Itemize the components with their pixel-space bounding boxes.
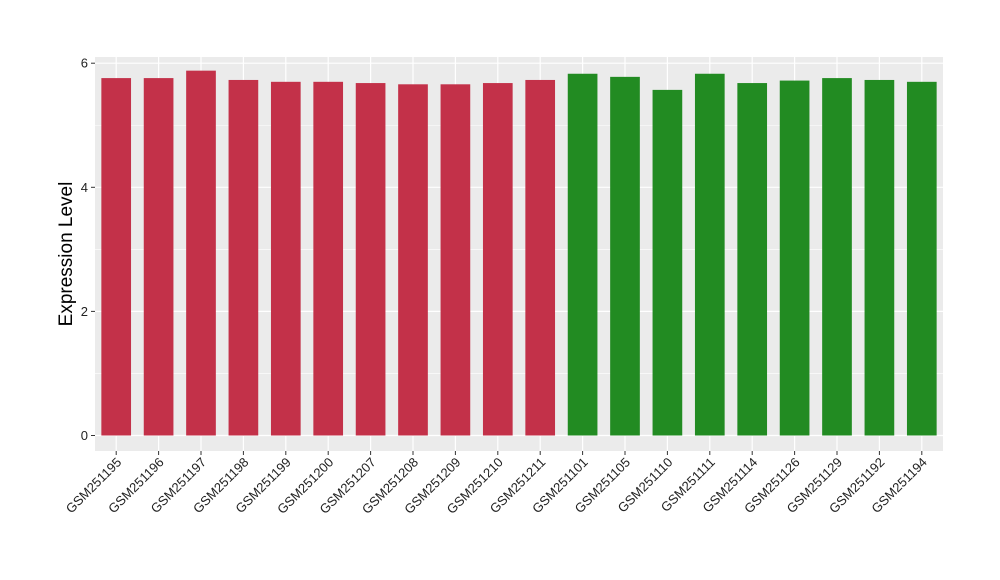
bar <box>101 78 132 436</box>
bar <box>186 70 216 436</box>
y-tick-label: 6 <box>81 56 88 71</box>
plot-panel <box>95 57 943 451</box>
bar <box>737 83 768 436</box>
y-tick-label: 4 <box>81 180 88 195</box>
bar <box>694 73 725 436</box>
bar <box>610 76 640 436</box>
y-tick-label: 2 <box>81 304 88 319</box>
bar <box>525 79 556 436</box>
bar <box>313 81 344 436</box>
bar <box>440 84 471 436</box>
bar <box>864 79 895 436</box>
x-axis: GSM251195GSM251196GSM251197GSM251198GSM2… <box>63 451 930 517</box>
bar <box>398 84 428 436</box>
bar <box>906 81 937 436</box>
bar <box>270 81 301 436</box>
bar <box>567 73 598 436</box>
y-tick-label: 0 <box>81 428 88 443</box>
bar <box>822 78 852 436</box>
bar <box>228 79 259 436</box>
bar <box>355 83 386 436</box>
bar <box>143 78 174 436</box>
bar <box>652 89 683 436</box>
y-axis: 0 2 4 6 <box>81 56 95 443</box>
bars <box>101 70 937 436</box>
y-axis-title: Expression Level <box>56 182 77 327</box>
bar <box>482 83 513 436</box>
bar <box>779 80 810 436</box>
